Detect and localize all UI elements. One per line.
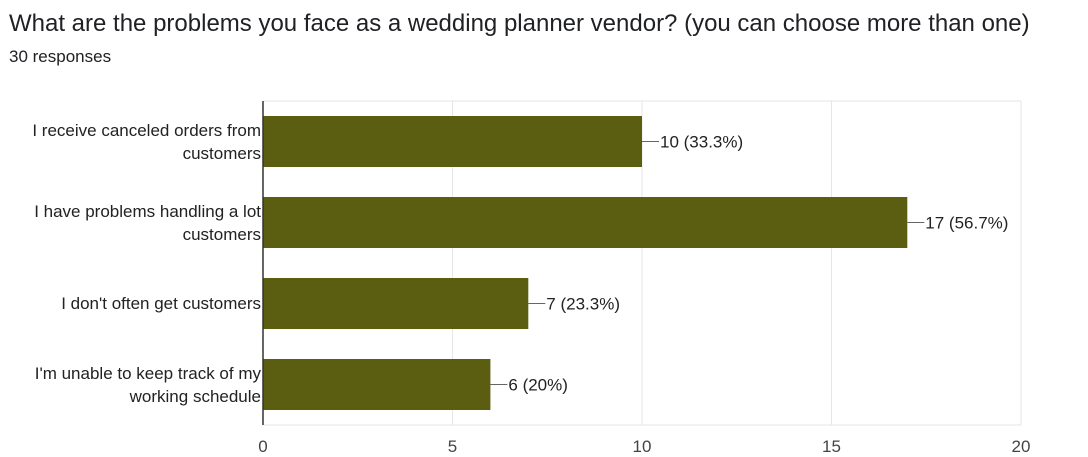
data-label: 17 (56.7%) [925,214,1008,233]
category-label-line: I receive canceled orders from [32,120,261,140]
x-tick-label: 0 [258,437,267,456]
data-label: 6 (20%) [508,376,568,395]
category-label: I don't often get customers [0,292,261,315]
category-label-line: I have problems handling a lot [34,201,261,221]
chart-title: What are the problems you face as a wedd… [9,10,1030,37]
category-label-line: I don't often get customers [61,294,261,313]
category-label-line: customers [182,143,261,163]
bar [263,197,908,248]
category-label: I'm unable to keep track of my working sc… [0,362,261,408]
category-label-line: customers [182,224,261,244]
x-tick-label: 5 [448,437,457,456]
bar [263,359,491,410]
category-label: I have problems handling a lot customers [0,200,261,246]
response-count: 30 responses [9,47,112,66]
x-tick-label: 10 [633,437,652,456]
category-label: I receive canceled orders from customers [0,119,261,165]
category-label-line: I'm unable to keep track of my [34,363,261,383]
x-tick-label: 15 [822,437,841,456]
category-label-line: working schedule [129,386,261,406]
data-label: 10 (33.3%) [660,133,743,152]
x-tick-label: 20 [1012,437,1031,456]
bar [263,278,529,329]
data-label: 7 (23.3%) [546,295,620,314]
bar [263,116,642,167]
